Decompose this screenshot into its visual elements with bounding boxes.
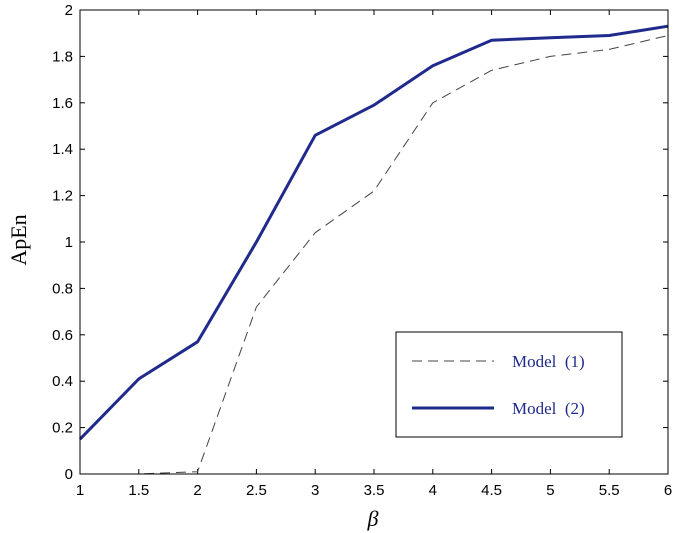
legend-label-model-2: Model (2)	[512, 399, 585, 418]
x-tick-label: 2	[193, 482, 201, 499]
legend: Model (1) Model (2)	[395, 331, 623, 438]
x-tick-label: 3	[311, 482, 319, 499]
y-tick-label: 1	[65, 234, 73, 251]
x-tick-label: 4.5	[481, 482, 502, 499]
x-axis-label: β	[367, 506, 379, 531]
y-tick-label: 0	[65, 466, 73, 483]
x-tick-label: 1	[76, 482, 84, 499]
series-line-model-1	[80, 35, 669, 475]
y-tick-label: 0.4	[52, 373, 73, 390]
y-tick-label: 1.6	[52, 95, 73, 112]
legend-label-model-1: Model (1)	[512, 352, 585, 371]
ticks-layer: 1 1.5 2 2.5 3 3.5 4 4.5 5 5.5 6 0 0.2 0.4 0.6 0.8 1 1.2 1.…	[52, 2, 672, 499]
y-tick-label: 0.8	[52, 280, 73, 297]
x-tick-label: 5	[546, 482, 554, 499]
y-tick-label: 1.4	[52, 141, 73, 158]
y-tick-label: 0.2	[52, 420, 73, 437]
x-tick-label: 6	[664, 482, 672, 499]
x-tick-label: 4	[429, 482, 437, 499]
lines-layer	[78, 24, 669, 475]
x-tick-label: 2.5	[246, 482, 267, 499]
y-tick-label: 2	[65, 2, 73, 19]
y-tick-label: 1.8	[52, 48, 73, 65]
y-tick-label: 1.2	[52, 188, 73, 205]
y-axis-label: ApEn	[6, 214, 31, 265]
x-tick-label: 3.5	[364, 482, 385, 499]
plot-frame	[79, 9, 669, 475]
x-tick-label: 5.5	[599, 482, 620, 499]
x-tick-label: 1.5	[128, 482, 149, 499]
y-tick-label: 0.6	[52, 327, 73, 344]
legend-box	[395, 331, 623, 438]
series-line-model-2	[78, 24, 669, 441]
